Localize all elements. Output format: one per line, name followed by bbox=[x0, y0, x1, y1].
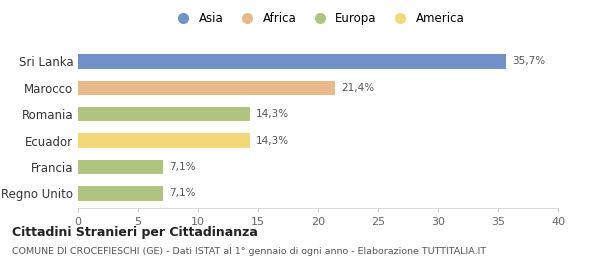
Bar bbox=[78, 160, 163, 174]
Text: 7,1%: 7,1% bbox=[169, 162, 196, 172]
Text: 21,4%: 21,4% bbox=[341, 83, 374, 93]
Text: 14,3%: 14,3% bbox=[256, 109, 289, 119]
Text: 35,7%: 35,7% bbox=[512, 56, 545, 66]
Bar bbox=[78, 81, 335, 95]
Bar bbox=[78, 107, 250, 121]
Text: COMUNE DI CROCEFIESCHI (GE) - Dati ISTAT al 1° gennaio di ogni anno - Elaborazio: COMUNE DI CROCEFIESCHI (GE) - Dati ISTAT… bbox=[12, 247, 486, 256]
Text: 14,3%: 14,3% bbox=[256, 136, 289, 146]
Bar bbox=[78, 133, 250, 148]
Bar bbox=[78, 186, 163, 201]
Text: Cittadini Stranieri per Cittadinanza: Cittadini Stranieri per Cittadinanza bbox=[12, 226, 258, 239]
Legend: Asia, Africa, Europa, America: Asia, Africa, Europa, America bbox=[167, 8, 469, 30]
Text: 7,1%: 7,1% bbox=[169, 188, 196, 198]
Bar bbox=[78, 54, 506, 69]
